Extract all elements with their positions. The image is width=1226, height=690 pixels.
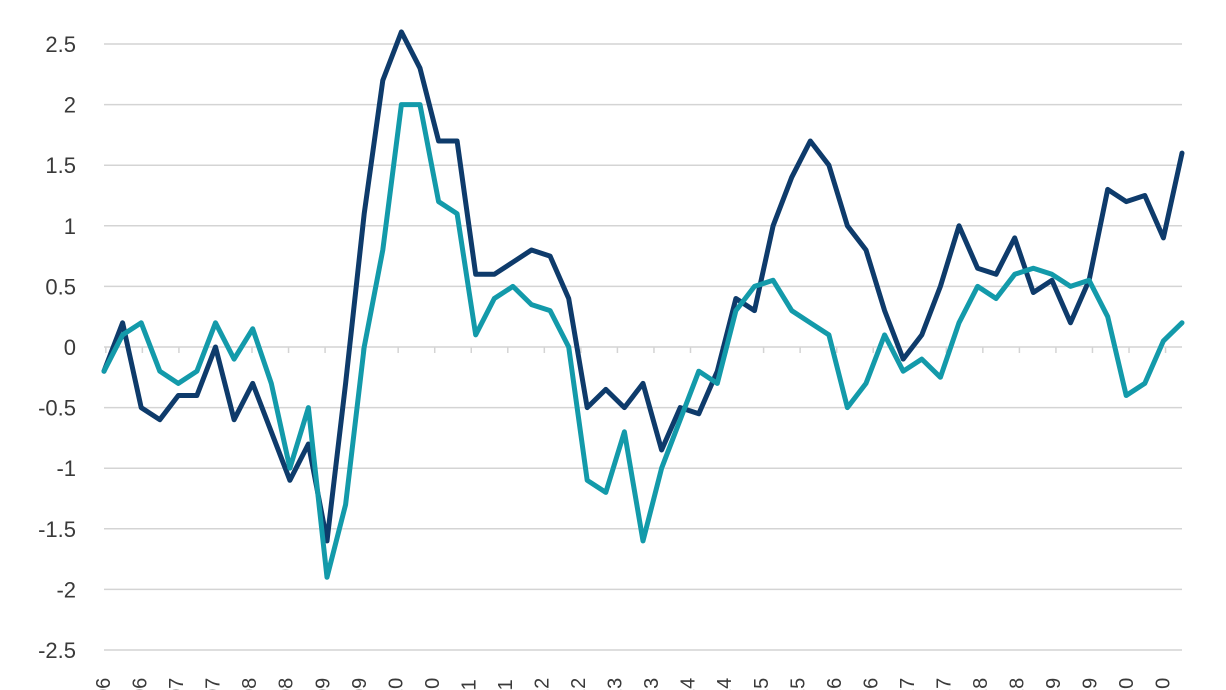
y-tick-label: 0: [64, 335, 76, 360]
y-tick-label: -0.5: [38, 396, 76, 421]
x-tick-label: 12: [532, 678, 554, 690]
x-tick-label: 07: [166, 678, 188, 690]
x-tick-label: 17: [933, 678, 955, 690]
x-tick-label: 13: [641, 678, 663, 690]
x-tick-label: 11: [495, 679, 517, 690]
x-tick-label: 10: [422, 678, 444, 690]
x-tick-label: 06: [93, 678, 115, 690]
y-tick-label: 1.5: [45, 153, 76, 178]
x-tick-label: 09: [349, 678, 371, 690]
y-tick-label: 1: [64, 214, 76, 239]
gridlines: [104, 43, 1182, 651]
x-tick-label: 10: [385, 678, 407, 690]
x-tick-label: 07: [203, 678, 225, 690]
y-tick-label: -2.5: [38, 638, 76, 663]
x-tick-label: 20: [1116, 678, 1138, 690]
x-tick-label: 20: [1153, 678, 1175, 690]
x-tick-label: 18: [970, 678, 992, 690]
x-tick-label: 15: [751, 678, 773, 690]
series-lines: [101, 29, 1185, 580]
x-tick-label: 11: [458, 679, 480, 690]
x-tick-label: 13: [605, 678, 627, 690]
x-tick-label: 15: [787, 678, 809, 690]
x-tick-label: 14: [714, 678, 736, 690]
y-tick-label: 2.5: [45, 32, 76, 57]
x-tick-label: 09: [312, 678, 334, 690]
x-tick-label: 18: [1007, 678, 1029, 690]
x-tick-label: 08: [239, 678, 261, 690]
x-tick-label: 12: [568, 678, 590, 690]
x-tick-label: 16: [824, 678, 846, 690]
series-line-1: [101, 29, 1185, 544]
y-tick-label: -1: [56, 456, 76, 481]
y-tick-label: -2: [56, 577, 76, 602]
x-tick-label: 16: [860, 678, 882, 690]
y-tick-label: 0.5: [45, 274, 76, 299]
x-tick-label: 14: [678, 678, 700, 690]
x-tick-label: 19: [1080, 678, 1102, 690]
x-axis-tick-labels: 06 06 07 07 08 08 09 09 10 10 11 11 12 12 13 13 14 14 15 15…: [93, 678, 1175, 690]
x-tick-label: 19: [1043, 678, 1065, 690]
x-tick-label: 17: [897, 678, 919, 690]
y-tick-label: -1.5: [38, 517, 76, 542]
y-tick-label: 2: [64, 93, 76, 118]
y-axis-tick-labels: 2.5 2 1.5 1 0.5 0 -0.5 -1 -1.5 -2 -2.5: [38, 32, 76, 663]
series-line-2: [101, 102, 1185, 580]
x-tick-label: 08: [276, 678, 298, 690]
x-tick-label: 06: [130, 678, 152, 690]
